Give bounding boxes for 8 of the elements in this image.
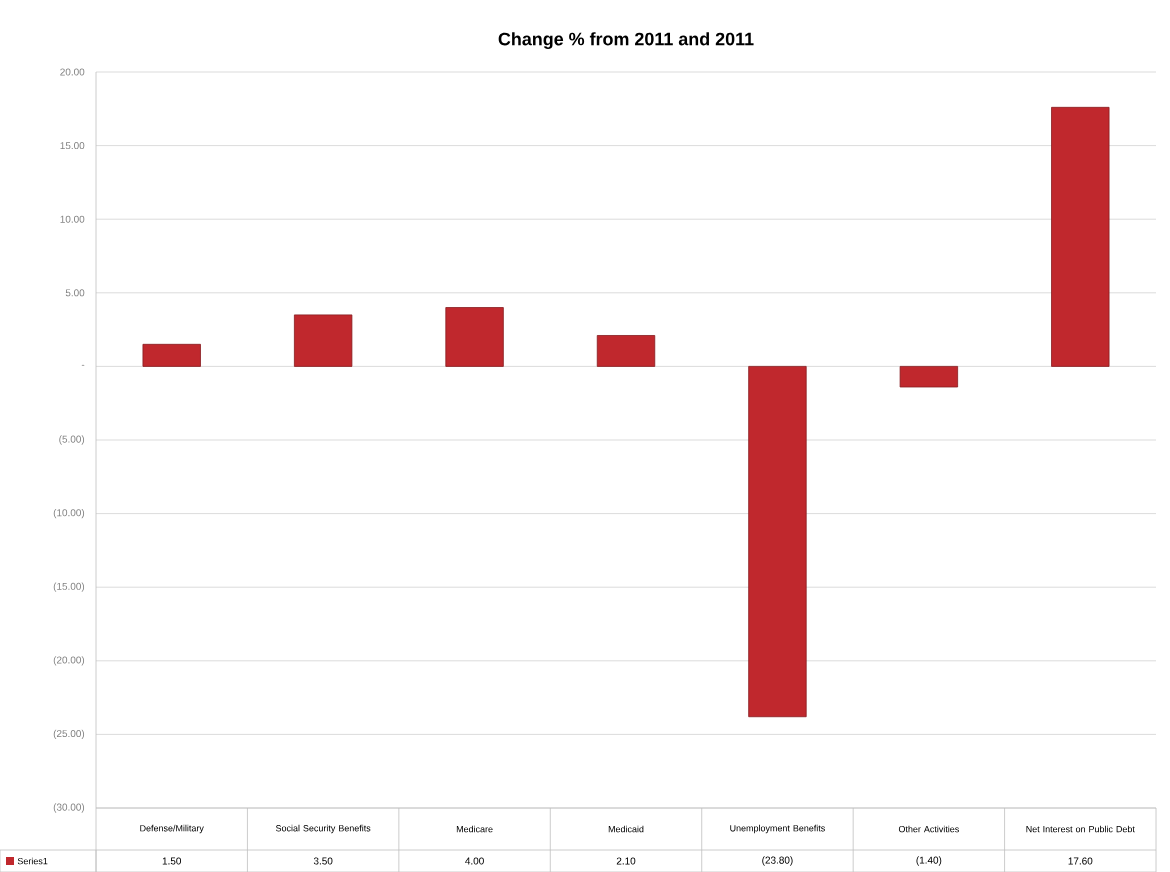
bar: [899, 366, 959, 388]
chart-title: Change % from 2011 and 2011: [498, 32, 754, 50]
bar: [142, 343, 201, 367]
bar: [596, 335, 656, 367]
bar: [293, 314, 353, 367]
bar: [445, 307, 504, 367]
bar: [748, 366, 807, 718]
bar: [1051, 106, 1110, 367]
